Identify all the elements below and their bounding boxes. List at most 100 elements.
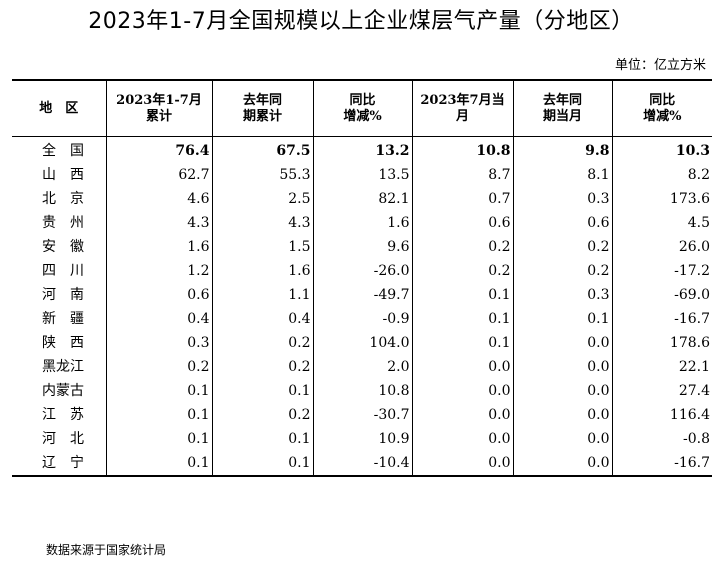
cell-cum-prev: 2.5	[211, 187, 313, 211]
cell-month-2023: 0.6	[411, 211, 513, 235]
cell-cum-yoy: 9.6	[312, 235, 412, 259]
cell-month-prev: 0.2	[512, 235, 612, 259]
cell-month-yoy: 22.1	[611, 355, 712, 379]
table-row: 内蒙古 0.1 0.1 10.8 0.0 0.0 27.4	[12, 379, 712, 403]
table-row: 贵 州 4.3 4.3 1.6 0.6 0.6 4.5	[12, 211, 712, 235]
cell-month-prev: 8.1	[512, 163, 612, 187]
header-cumulative-yoy: 同比 增减%	[312, 79, 412, 137]
cell-region: 四 川	[42, 263, 84, 279]
cell-month-yoy: 8.2	[611, 163, 712, 187]
cell-month-yoy: -69.0	[611, 283, 712, 307]
cell-cum-2023: 0.3	[105, 331, 212, 355]
cell-cum-2023: 4.6	[105, 187, 212, 211]
cell-cum-yoy: -30.7	[312, 403, 412, 427]
cell-cum-yoy: 82.1	[312, 187, 412, 211]
cell-cum-prev: 0.4	[211, 307, 313, 331]
header-month-yoy: 同比 增减%	[611, 79, 712, 137]
cell-month-prev: 9.8	[512, 136, 612, 163]
cell-cum-prev: 55.3	[211, 163, 313, 187]
header-line1: 2023年1-7月	[116, 92, 202, 108]
cell-month-2023: 0.2	[411, 235, 513, 259]
header-line2: 期当月	[542, 108, 582, 124]
unit-label: 单位：亿立方米	[614, 58, 706, 73]
cell-month-prev: 0.6	[512, 211, 612, 235]
header-line1: 去年同	[242, 92, 282, 108]
cell-month-2023: 0.1	[411, 307, 513, 331]
cell-month-prev: 0.0	[512, 403, 612, 427]
header-cumulative-2023: 2023年1-7月 累计	[105, 79, 212, 137]
cell-month-2023: 0.7	[411, 187, 513, 211]
cell-month-prev: 0.3	[512, 283, 612, 307]
cell-month-prev: 0.0	[512, 427, 612, 451]
cell-month-yoy: 116.4	[611, 403, 712, 427]
header-cumulative-prev: 去年同 期累计	[211, 79, 313, 137]
table-row: 四 川 1.2 1.6 -26.0 0.2 0.2 -17.2	[12, 259, 712, 283]
cell-month-2023: 0.0	[411, 451, 513, 477]
table-row: 北 京 4.6 2.5 82.1 0.7 0.3 173.6	[12, 187, 712, 211]
header-line1: 同比	[349, 92, 376, 108]
cell-month-prev: 0.0	[512, 451, 612, 477]
cell-cum-prev: 0.2	[211, 403, 313, 427]
cell-cum-2023: 0.2	[105, 355, 212, 379]
cell-cum-yoy: 13.2	[312, 136, 412, 163]
header-region: 地 区	[12, 79, 106, 137]
cell-month-yoy: 4.5	[611, 211, 712, 235]
cell-cum-prev: 0.1	[211, 427, 313, 451]
cell-cum-2023: 0.4	[105, 307, 212, 331]
cell-region: 全 国	[42, 143, 84, 159]
header-line1: 2023年7月当	[420, 92, 505, 108]
cell-region: 江 苏	[42, 407, 84, 423]
cell-month-yoy: -16.7	[611, 451, 712, 477]
cell-cum-2023: 0.1	[105, 379, 212, 403]
table-row: 河 南 0.6 1.1 -49.7 0.1 0.3 -69.0	[12, 283, 712, 307]
cell-cum-prev: 0.2	[211, 355, 313, 379]
source-note: 数据来源于国家统计局	[46, 543, 167, 557]
cell-region: 辽 宁	[12, 451, 106, 477]
cell-region: 北 京	[42, 191, 84, 207]
cell-month-prev: 0.0	[512, 379, 612, 403]
table-body: 全 国 76.4 67.5 13.2 10.8 9.8 10.3 山 西 62.7 55.3 13.…	[12, 136, 712, 477]
cell-cum-prev: 1.1	[211, 283, 313, 307]
table-row-total: 全 国 76.4 67.5 13.2 10.8 9.8 10.3	[12, 136, 712, 163]
cell-cum-2023: 4.3	[105, 211, 212, 235]
cell-cum-yoy: 104.0	[312, 331, 412, 355]
cell-cum-prev: 1.6	[211, 259, 313, 283]
production-table: 地 区 2023年1-7月 累计 去年同 期累计 同比 增减% 2023年7月当月 去…	[12, 79, 712, 477]
table-row: 新 疆 0.4 0.4 -0.9 0.1 0.1 -16.7	[12, 307, 712, 331]
cell-cum-2023: 62.7	[105, 163, 212, 187]
cell-month-yoy: 173.6	[611, 187, 712, 211]
cell-cum-2023: 1.6	[105, 235, 212, 259]
table-row: 江 苏 0.1 0.2 -30.7 0.0 0.0 116.4	[12, 403, 712, 427]
cell-cum-yoy: -49.7	[312, 283, 412, 307]
cell-month-2023: 0.2	[411, 259, 513, 283]
cell-cum-2023: 1.2	[105, 259, 212, 283]
cell-month-2023: 0.0	[411, 355, 513, 379]
cell-cum-2023: 76.4	[105, 136, 212, 163]
cell-month-yoy: -17.2	[611, 259, 712, 283]
header-line2: 月	[455, 108, 469, 124]
cell-region: 陕 西	[42, 335, 84, 351]
table-row: 辽 宁 0.1 0.1 -10.4 0.0 0.0 -16.7	[12, 451, 712, 477]
cell-month-prev: 0.0	[512, 355, 612, 379]
cell-month-2023: 8.7	[411, 163, 513, 187]
cell-month-2023: 0.0	[411, 379, 513, 403]
table-row: 黑龙江 0.2 0.2 2.0 0.0 0.0 22.1	[12, 355, 712, 379]
cell-month-yoy: -0.8	[611, 427, 712, 451]
header-month-2023: 2023年7月当月	[411, 79, 513, 137]
cell-month-2023: 0.1	[411, 283, 513, 307]
cell-month-yoy: 27.4	[611, 379, 712, 403]
cell-month-prev: 0.3	[512, 187, 612, 211]
cell-month-2023: 0.0	[411, 427, 513, 451]
cell-region: 新 疆	[42, 311, 84, 327]
table-header-row: 地 区 2023年1-7月 累计 去年同 期累计 同比 增减% 2023年7月当月 去…	[12, 79, 712, 137]
cell-cum-2023: 0.1	[105, 427, 212, 451]
cell-region: 山 西	[42, 167, 84, 183]
table-row: 河 北 0.1 0.1 10.9 0.0 0.0 -0.8	[12, 427, 712, 451]
table-row: 安 徽 1.6 1.5 9.6 0.2 0.2 26.0	[12, 235, 712, 259]
cell-region: 贵 州	[42, 215, 84, 231]
cell-cum-yoy: 10.8	[312, 379, 412, 403]
cell-cum-yoy: 10.9	[312, 427, 412, 451]
cell-month-prev: 0.1	[512, 307, 612, 331]
cell-region: 黑龙江	[42, 359, 84, 375]
cell-cum-2023: 0.1	[105, 403, 212, 427]
